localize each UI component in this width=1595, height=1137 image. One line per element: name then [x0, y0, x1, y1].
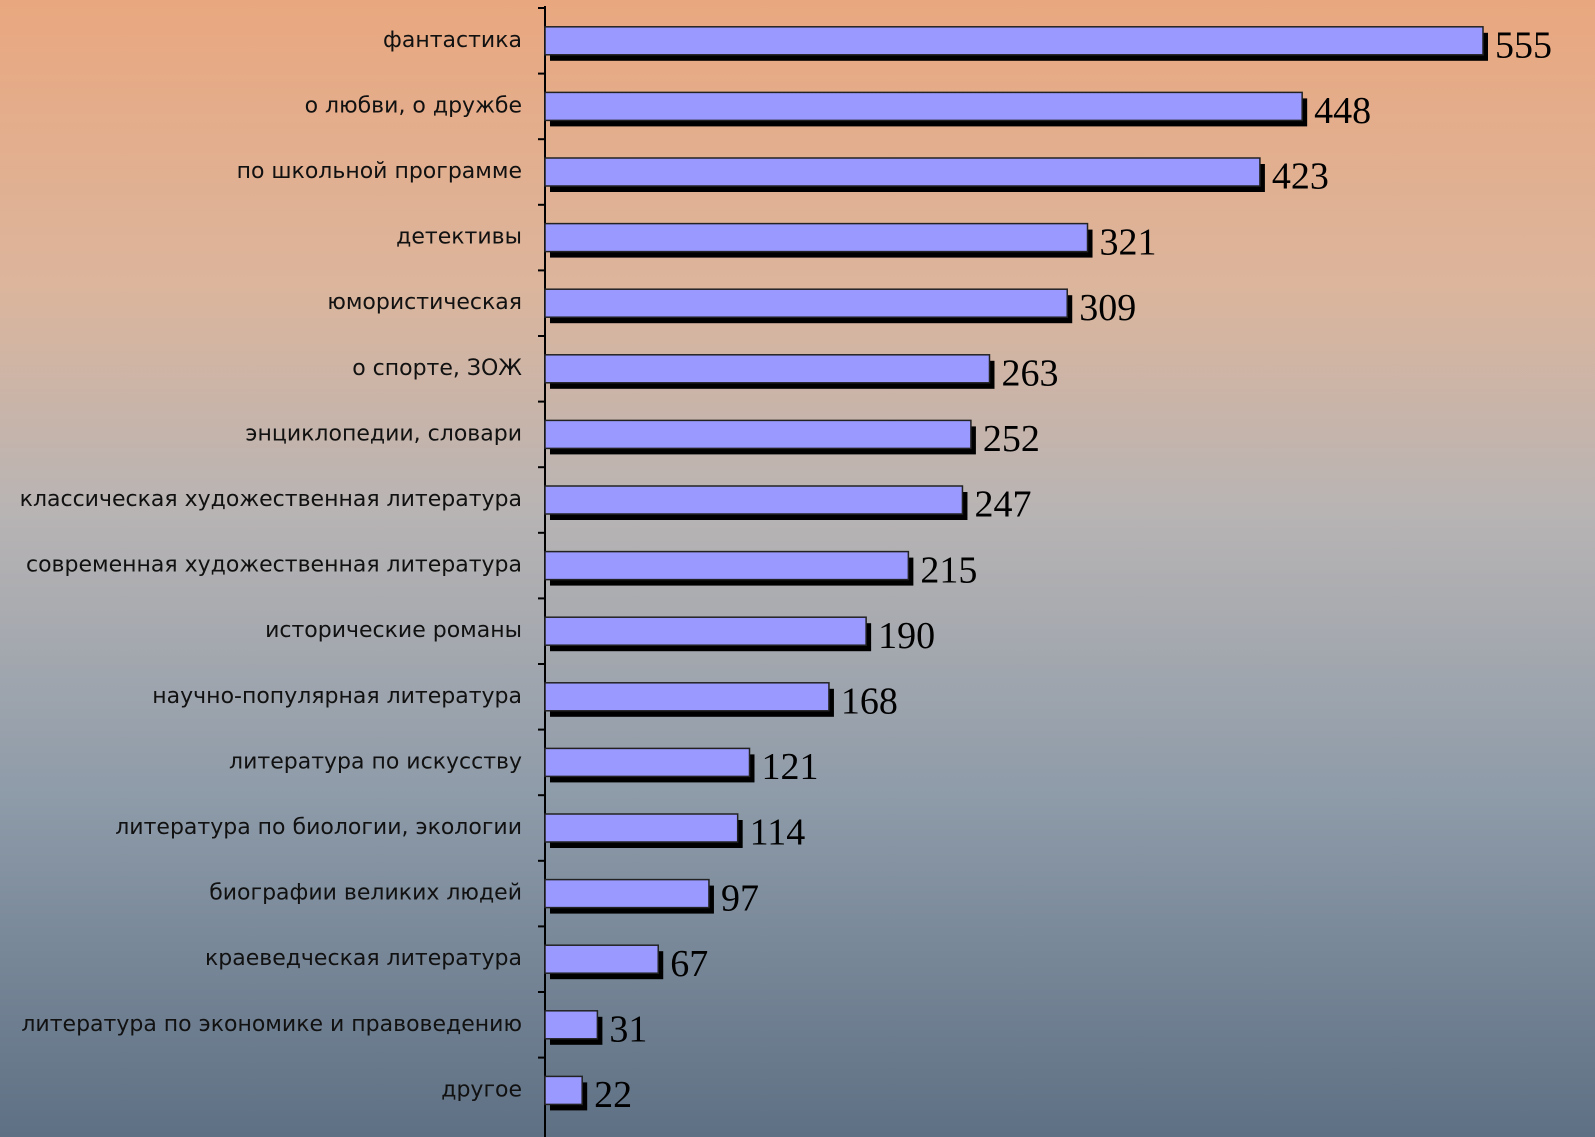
- bar: [544, 26, 1484, 56]
- category-label: научно-популярная литература: [152, 684, 522, 709]
- category-label: современная художественная литература: [26, 553, 522, 578]
- category-label: юмористическая: [327, 290, 522, 315]
- category-label: детективы: [396, 225, 522, 250]
- bar: [544, 813, 739, 843]
- value-label: 168: [841, 681, 898, 723]
- value-label: 309: [1079, 287, 1136, 329]
- category-label: о спорте, ЗОЖ: [352, 356, 522, 381]
- category-label: классическая художественная литература: [20, 487, 522, 512]
- category-label: литература по экономике и правоведению: [21, 1012, 522, 1037]
- value-label: 121: [762, 746, 819, 788]
- value-label: 247: [974, 484, 1031, 526]
- value-label: 31: [609, 1009, 647, 1051]
- bar: [544, 550, 910, 581]
- value-label: 252: [983, 418, 1040, 460]
- value-label: 114: [750, 812, 806, 854]
- bar: [544, 1075, 583, 1106]
- bar: [544, 878, 710, 909]
- bar: [544, 944, 659, 974]
- bar: [544, 288, 1068, 318]
- value-label: 67: [670, 943, 708, 985]
- bar: [544, 682, 830, 712]
- category-label: о любви, о дружбе: [305, 93, 522, 118]
- category-label: биографии великих людей: [209, 881, 522, 906]
- value-label: 97: [721, 877, 759, 919]
- bar: [544, 616, 867, 646]
- value-label: 215: [920, 549, 977, 591]
- bar: [544, 91, 1303, 122]
- value-label: 555: [1495, 25, 1552, 67]
- bar: [544, 222, 1089, 253]
- value-label: 263: [1001, 353, 1058, 395]
- bar: [544, 354, 991, 384]
- value-label: 448: [1314, 90, 1371, 132]
- bar: [544, 1010, 599, 1040]
- value-label: 321: [1100, 221, 1157, 263]
- category-label: исторические романы: [265, 618, 522, 643]
- bar: [544, 419, 972, 450]
- category-label: литература по искусству: [229, 749, 522, 774]
- value-label: 190: [878, 615, 935, 657]
- category-label: краеведческая литература: [205, 946, 522, 971]
- value-label: 423: [1272, 156, 1329, 198]
- category-label: фантастика: [383, 28, 522, 53]
- category-label: литература по биологии, экологии: [115, 815, 522, 840]
- category-label: по школьной программе: [237, 159, 522, 184]
- value-label: 22: [594, 1074, 632, 1116]
- category-label: другое: [441, 1077, 522, 1102]
- bar: [544, 747, 751, 778]
- bar: [544, 485, 964, 515]
- bar: [544, 157, 1261, 187]
- category-label: энциклопедии, словари: [245, 421, 522, 446]
